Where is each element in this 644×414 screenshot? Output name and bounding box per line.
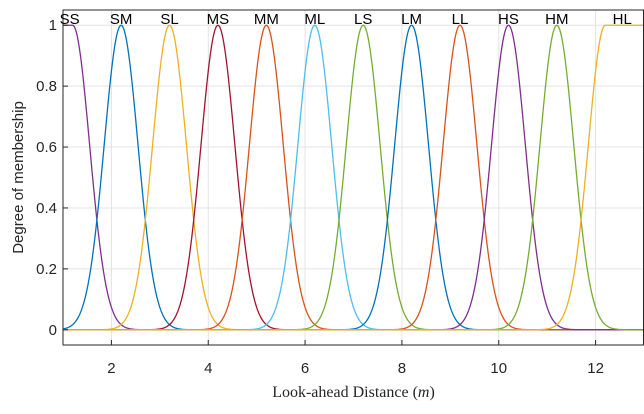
x-tick-label: 12 [587,360,604,377]
series-ls-label: LS [354,11,372,28]
x-axis-title: Look-ahead Distance (m) [272,384,435,401]
y-tick-label: 0.6 [36,139,57,156]
y-tick-label: 1 [49,17,57,34]
series-sm-label: SM [110,11,133,28]
series-ms-label: MS [207,11,230,28]
series-hm-label: HM [545,11,568,28]
series-sl-label: SL [160,11,178,28]
y-tick-label: 0.2 [36,261,57,278]
membership-labels: SS SM SL MS MM ML LS LM LL HS HM HL [60,11,632,28]
series-hl-label: HL [613,11,632,28]
x-tick-label: 4 [204,360,212,377]
y-tick-label: 0.4 [36,200,57,217]
series-ss-label: SS [60,11,80,28]
y-tick-label: 0.8 [36,78,57,95]
series-ll-label: LL [452,11,469,28]
series-mm-label: MM [254,11,279,28]
series-lm-label: LM [401,11,422,28]
x-tick-label: 8 [398,360,406,377]
series-hl-curve [63,24,644,331]
x-tick-label: 6 [301,360,309,377]
x-tick-label: 10 [490,360,507,377]
x-tick-label: 2 [107,360,115,377]
y-tick-label: 0 [49,322,57,339]
y-axis-title: Degree of membership [10,101,27,254]
series-hs-label: HS [498,11,519,28]
series-ml-label: ML [304,11,325,28]
membership-curves [62,24,644,331]
axis-ticks: 2 4 6 8 10 12 0 0.2 0.4 0.6 0.8 1 [36,17,604,377]
